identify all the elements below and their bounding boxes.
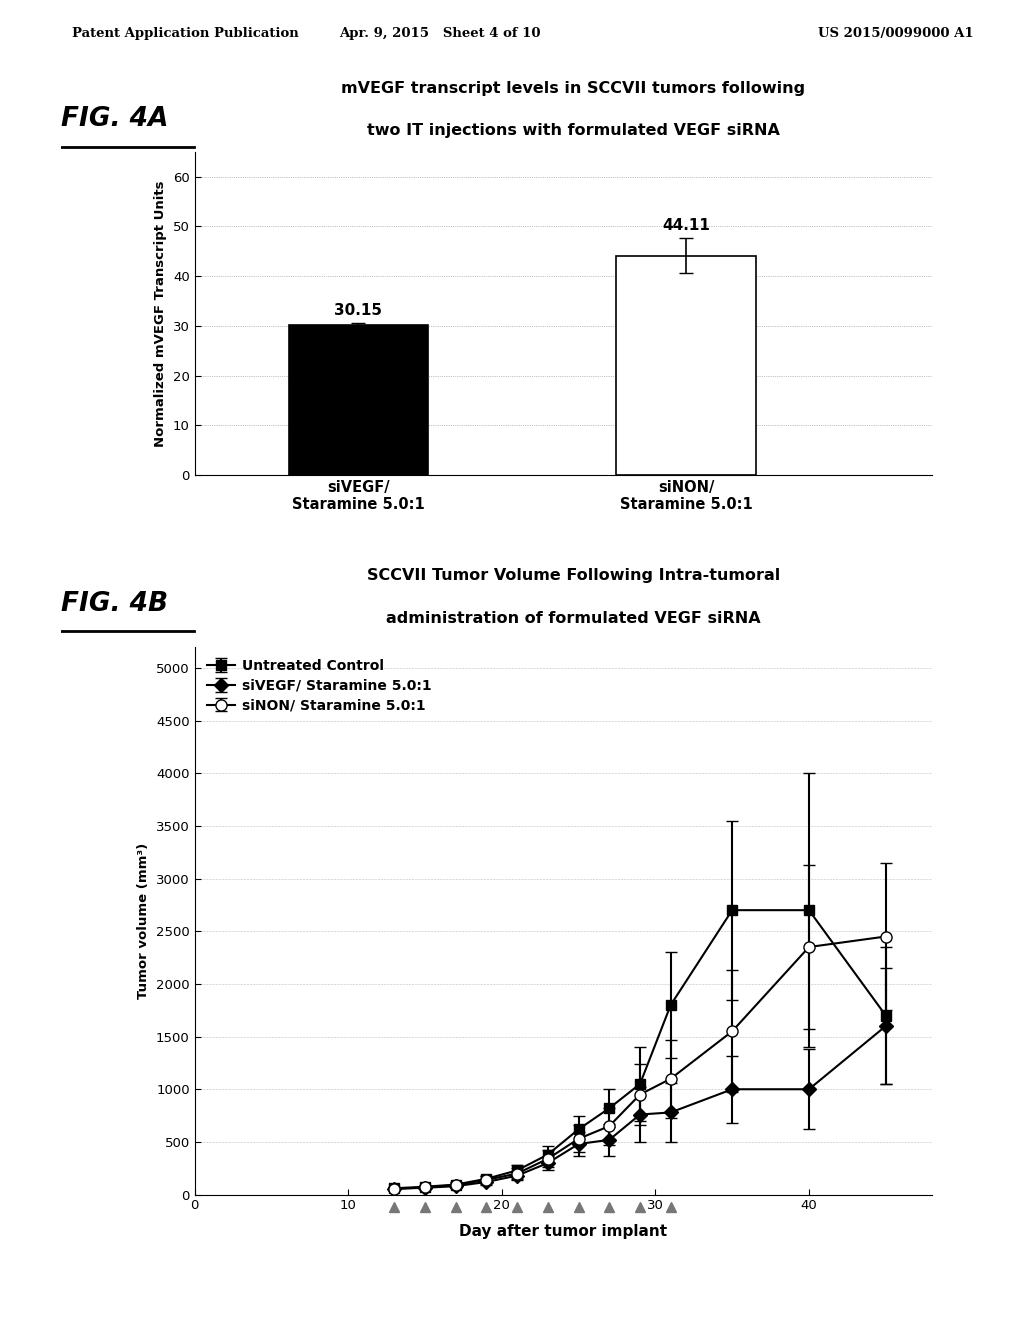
Text: Apr. 9, 2015   Sheet 4 of 10: Apr. 9, 2015 Sheet 4 of 10 <box>340 26 541 40</box>
Bar <box>616 256 756 475</box>
Text: FIG. 4B: FIG. 4B <box>61 590 169 616</box>
Text: 30.15: 30.15 <box>335 302 382 318</box>
Legend: Untreated Control, siVEGF/ Staramine 5.0:1, siNON/ Staramine 5.0:1: Untreated Control, siVEGF/ Staramine 5.0… <box>202 653 437 718</box>
Text: Patent Application Publication: Patent Application Publication <box>72 26 298 40</box>
Text: US 2015/0099000 A1: US 2015/0099000 A1 <box>818 26 974 40</box>
Y-axis label: Tumor volume (mm³): Tumor volume (mm³) <box>137 842 151 999</box>
Bar <box>289 325 428 475</box>
X-axis label: Day after tumor implant: Day after tumor implant <box>459 1224 668 1238</box>
Text: 44.11: 44.11 <box>663 218 710 234</box>
Text: mVEGF transcript levels in SCCVII tumors following: mVEGF transcript levels in SCCVII tumors… <box>341 82 806 96</box>
Text: FIG. 4A: FIG. 4A <box>61 106 169 132</box>
Text: SCCVII Tumor Volume Following Intra-tumoral: SCCVII Tumor Volume Following Intra-tumo… <box>367 568 780 582</box>
Text: administration of formulated VEGF siRNA: administration of formulated VEGF siRNA <box>386 611 761 626</box>
Text: two IT injections with formulated VEGF siRNA: two IT injections with formulated VEGF s… <box>367 123 780 139</box>
Y-axis label: Normalized mVEGF Transcript Units: Normalized mVEGF Transcript Units <box>155 181 167 446</box>
